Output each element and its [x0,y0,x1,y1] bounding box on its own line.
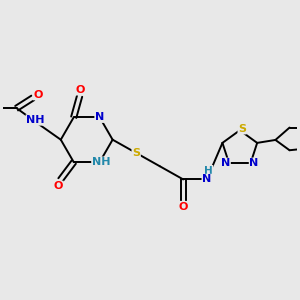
Text: N: N [95,112,104,122]
Text: O: O [33,90,43,100]
Text: N: N [221,158,230,168]
Text: O: O [178,202,188,212]
Text: NH: NH [26,115,45,125]
Text: H: H [204,166,213,176]
Text: S: S [238,124,246,134]
Text: O: O [54,181,63,191]
Text: S: S [132,148,140,158]
Text: NH: NH [92,157,110,167]
Text: N: N [202,174,212,184]
Text: N: N [249,158,259,168]
Text: O: O [76,85,85,95]
